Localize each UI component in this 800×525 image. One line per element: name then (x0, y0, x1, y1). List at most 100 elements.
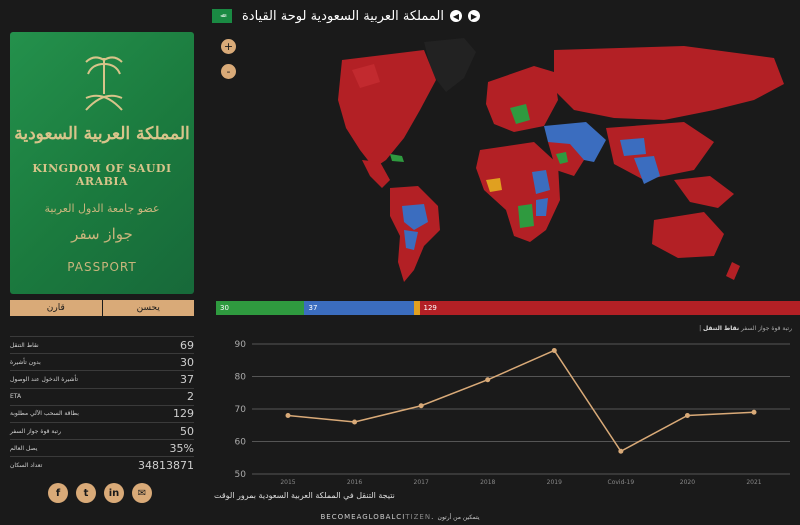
stat-value: 2 (187, 390, 194, 404)
stat-label: يصل العالم (10, 444, 38, 452)
stat-row: نقاط التنقل 69 (10, 336, 194, 353)
map-country[interactable] (486, 66, 558, 132)
map-country[interactable] (606, 122, 714, 180)
zoom-out-button[interactable]: - (221, 64, 236, 79)
stat-row: تعداد السكان 34813871 (10, 456, 194, 473)
compare-toggle: قارن يحسن (10, 300, 194, 316)
x-tick-label: Covid-19 (608, 479, 635, 486)
email-icon[interactable]: ✉ (132, 483, 152, 503)
map-country[interactable] (554, 46, 784, 120)
stat-row: تأشيرة الدخول عند الوصول 37 (10, 370, 194, 387)
map-country[interactable] (424, 38, 476, 92)
map-country[interactable] (476, 142, 560, 242)
map-country[interactable] (532, 170, 550, 194)
score-bar: 30 37 129 (216, 301, 800, 315)
passport-english-title: KINGDOM OF SAUDI ARABIA (32, 162, 172, 188)
map-country[interactable] (352, 64, 380, 88)
map-country[interactable] (362, 160, 390, 188)
brand-part-b[interactable]: TIZEN (405, 513, 432, 521)
data-point (352, 419, 358, 425)
x-tick-label: 2015 (280, 479, 295, 486)
data-point (485, 377, 491, 383)
footer-arabic: يتمكين من أرتون (437, 514, 480, 521)
x-tick-label: 2021 (746, 479, 761, 486)
y-tick-label: 80 (235, 373, 247, 383)
legend-bold: نقاط التنقل (703, 325, 740, 332)
score-segment: 129 (419, 301, 800, 315)
map-country[interactable] (674, 176, 734, 208)
map-country[interactable] (510, 104, 530, 124)
linkedin-icon[interactable]: in (104, 483, 124, 503)
next-arrow-icon[interactable]: ▶ (467, 10, 480, 22)
zoom-in-button[interactable]: + (221, 39, 236, 54)
passport-arabic-title: المملكة العربية السعودية (14, 124, 190, 144)
x-tick-label: 2019 (547, 479, 562, 486)
map-country[interactable] (536, 198, 548, 216)
legend-rest: | رتبة قوة جواز السفر (699, 325, 792, 332)
passport-word: PASSPORT (67, 260, 137, 274)
saudi-flag-icon: ﷲ (212, 9, 232, 23)
map-country[interactable] (338, 50, 436, 168)
data-point (285, 413, 291, 418)
brand-part-a[interactable]: BECOMEAGLOBALCI (320, 513, 406, 521)
dashboard-header: ﷲ المملكة العربية السعودية لوحة القيادة … (212, 6, 480, 26)
score-segment: 30 (216, 301, 305, 315)
map-country[interactable] (652, 212, 724, 258)
twitter-icon[interactable]: t (76, 483, 96, 503)
x-tick-label: 2018 (480, 479, 495, 486)
map-country[interactable] (620, 138, 646, 156)
page-title: المملكة العربية السعودية لوحة القيادة (242, 8, 444, 24)
stat-value: 34813871 (138, 458, 194, 472)
x-tick-label: 2017 (414, 479, 429, 486)
stat-label: تأشيرة الدخول عند الوصول (10, 375, 79, 383)
map-country[interactable] (634, 156, 660, 184)
y-tick-label: 50 (235, 470, 247, 480)
footer: BECOMEAGLOBALCITIZEN. يتمكين من أرتون (0, 513, 800, 521)
world-map-svg (338, 38, 784, 282)
map-country[interactable] (390, 154, 404, 162)
stat-value: 129 (173, 407, 194, 421)
map-country[interactable] (726, 262, 740, 280)
stat-row: بطاقة السحب الآلي مطلوبة 129 (10, 404, 194, 422)
data-point (684, 413, 690, 418)
passport-arabic-subtitle: عضو جامعة الدول العربية (44, 202, 160, 215)
saudi-emblem-icon (85, 56, 123, 111)
data-point (418, 403, 424, 409)
stat-label: رتبة قوة جواز السفر (10, 427, 61, 435)
data-point (618, 448, 624, 454)
prev-arrow-icon[interactable]: ◀ (449, 10, 462, 22)
world-map[interactable]: + - (214, 30, 800, 292)
x-tick-label: 2016 (347, 479, 362, 486)
passport-arabic-word: جواز سفر (71, 225, 133, 243)
stat-label: نقاط التنقل (10, 341, 39, 349)
data-point (751, 409, 757, 415)
data-point (551, 348, 557, 353)
facebook-icon[interactable]: f (48, 483, 68, 503)
stat-value: 37 (180, 372, 194, 386)
stat-row: بدون تأشيرة 30 (10, 353, 194, 370)
y-tick-label: 60 (235, 438, 247, 448)
map-country[interactable] (518, 204, 534, 228)
stat-row: يصل العالم 35% (10, 439, 194, 456)
social-links: f t in ✉ (48, 483, 152, 503)
score-segment: 37 (304, 301, 414, 315)
stat-label: ETA (10, 393, 22, 401)
map-country[interactable] (486, 178, 502, 192)
chart-caption: نتيجة التنقل في المملكة العربية السعودية… (214, 491, 395, 500)
passport-cover: المملكة العربية السعودية KINGDOM OF SAUD… (10, 32, 194, 294)
map-country[interactable] (404, 230, 418, 250)
improve-button[interactable]: يحسن (101, 300, 194, 316)
y-tick-label: 90 (235, 340, 247, 350)
series-line (287, 349, 755, 453)
stat-label: بدون تأشيرة (10, 358, 41, 366)
map-country[interactable] (556, 152, 568, 164)
stats-list: نقاط التنقل 69 بدون تأشيرة 30 تأشيرة الدخو… (10, 336, 194, 474)
brand-end: . (431, 513, 435, 521)
stat-value: 35% (169, 441, 194, 455)
stat-value: 50 (180, 424, 194, 438)
map-country[interactable] (402, 204, 428, 230)
compare-button[interactable]: قارن (10, 300, 102, 316)
stat-row: رتبة قوة جواز السفر 50 (10, 421, 194, 439)
mobility-line-chart: 50 60 70 80 90 2015 2016 2017 2018 2019 Covid-19 20… (235, 340, 790, 486)
score-segment (413, 301, 420, 315)
